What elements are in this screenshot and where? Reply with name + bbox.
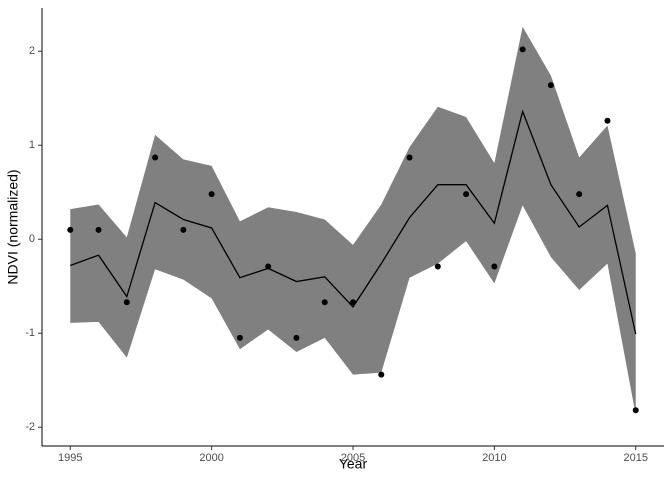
data-point (491, 263, 498, 270)
data-point (152, 154, 159, 161)
x-tick-label: 2015 (623, 452, 647, 464)
data-point (378, 371, 385, 378)
data-point (519, 46, 526, 53)
x-axis-title: Year (339, 456, 368, 472)
data-point (123, 299, 130, 306)
data-point (208, 191, 215, 198)
data-point (632, 407, 639, 414)
data-point (463, 191, 470, 198)
data-point (293, 334, 300, 341)
x-tick-label: 2005 (341, 452, 365, 464)
confidence-ribbon (70, 26, 636, 415)
data-point (434, 263, 441, 270)
data-point (350, 299, 356, 306)
y-tick-label: 0 (29, 233, 35, 245)
data-point (180, 226, 187, 233)
y-tick-label: -2 (25, 421, 35, 433)
data-point (236, 334, 243, 341)
y-axis-title: NDVI (normalized) (5, 169, 21, 284)
x-tick-label: 2000 (199, 452, 223, 464)
y-tick-label: -1 (25, 327, 35, 339)
y-tick-label: 1 (29, 139, 35, 151)
y-tick-label: 2 (29, 45, 35, 57)
data-point (321, 299, 328, 306)
data-point (604, 117, 611, 124)
data-point (576, 191, 583, 198)
data-point (406, 154, 413, 161)
x-tick-label: 1995 (58, 452, 82, 464)
data-point (265, 263, 272, 270)
data-point (67, 226, 74, 233)
fit-line (70, 109, 637, 335)
data-point (95, 226, 102, 233)
x-tick-label: 2010 (482, 452, 506, 464)
data-point (547, 82, 554, 89)
